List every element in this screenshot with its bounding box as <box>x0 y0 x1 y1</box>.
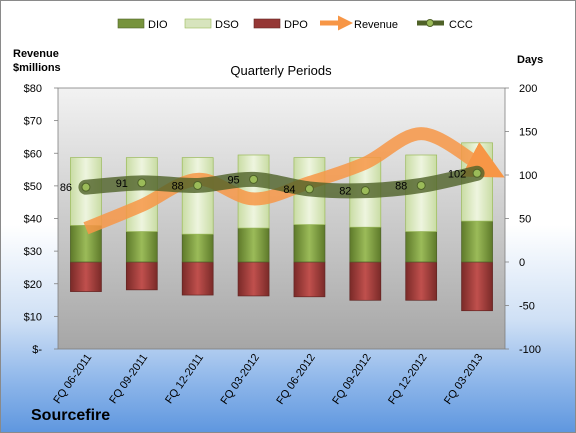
dio-bar <box>461 220 493 263</box>
right-tick-label: 100 <box>519 170 537 182</box>
company-name: Sourcefire <box>31 407 111 424</box>
category-label: FQ 12-2011 <box>163 352 206 406</box>
legend-label-dpo: DPO <box>284 19 308 31</box>
revenue-line <box>83 127 505 235</box>
ccc-data-label: 95 <box>227 174 239 186</box>
left-tick-label: $40 <box>24 214 42 226</box>
ccc-marker <box>137 178 147 188</box>
right-tick-label: 0 <box>519 257 525 269</box>
dpo-bar <box>70 261 102 292</box>
ccc-data-label: 84 <box>283 184 295 196</box>
ccc-line <box>78 165 485 199</box>
ccc-data-label: 91 <box>116 178 128 190</box>
ccc-data-label: 88 <box>172 180 184 192</box>
dio-bar <box>125 231 158 263</box>
left-tick-label: $30 <box>24 246 42 258</box>
ccc-data-label: 88 <box>395 180 407 192</box>
left-axis-label-line1: Revenue <box>13 48 59 60</box>
ccc-marker <box>81 182 91 192</box>
right-tick-label: -100 <box>519 344 541 356</box>
legend-swatch-dso <box>184 18 212 29</box>
dio-bar <box>405 231 438 263</box>
right-axis-label: Days <box>517 54 543 66</box>
dpo-bar <box>405 261 438 301</box>
right-tick-label: 200 <box>519 83 537 95</box>
dpo-bar <box>461 261 493 312</box>
ccc-data-label: 102 <box>448 168 466 180</box>
dpo-bar <box>293 261 326 298</box>
left-tick-label: $80 <box>24 83 42 95</box>
category-label: FQ 03-2013 <box>442 352 486 407</box>
legend-label-revenue: Revenue <box>354 19 398 31</box>
dpo-bar <box>125 261 158 291</box>
dpo-bar <box>349 261 382 301</box>
legend-label-dso: DSO <box>215 19 239 31</box>
left-tick-label: $10 <box>24 311 42 323</box>
chart-title: Quarterly Periods <box>230 63 332 78</box>
dso-bar <box>181 157 214 235</box>
category-label: FQ 12-2012 <box>386 352 430 407</box>
right-axis-ticks: -100 -50 0 50 100 150 200 <box>505 83 541 356</box>
ccc-marker <box>249 174 259 184</box>
ccc-marker <box>193 180 203 190</box>
category-label: FQ 09-2011 <box>107 352 150 406</box>
ccc-data-label: 86 <box>60 182 72 194</box>
left-axis-ticks: $- $10 $20 $30 $40 $50 $60 $70 $80 <box>24 83 58 356</box>
left-tick-label: $50 <box>24 181 42 193</box>
dio-bar <box>181 233 214 263</box>
dio-bar <box>349 226 382 263</box>
right-tick-label: 150 <box>519 127 537 139</box>
legend-swatch-ccc-marker <box>426 19 434 27</box>
legend-label-ccc: CCC <box>449 19 473 31</box>
ccc-marker <box>304 184 314 194</box>
dio-bar <box>293 224 326 263</box>
ccc-marker <box>360 186 370 196</box>
category-label: FQ 06-2012 <box>274 352 318 407</box>
left-tick-label: $60 <box>24 148 42 160</box>
ccc-data-label: 82 <box>339 186 351 198</box>
left-tick-label: $20 <box>24 279 42 291</box>
left-axis-label-line2: $millions <box>13 62 61 74</box>
dpo-bar <box>237 261 270 297</box>
right-tick-label: 50 <box>519 214 531 226</box>
ccc-marker <box>416 180 426 190</box>
dio-bar <box>70 225 102 263</box>
legend-swatch-dio <box>117 18 145 29</box>
category-label: FQ 06-2011 <box>51 352 94 406</box>
left-tick-label: $70 <box>24 116 42 128</box>
dpo-bar <box>181 261 214 296</box>
legend: DIO DSO DPO Revenue CCC <box>117 15 473 31</box>
legend-label-dio: DIO <box>148 19 168 31</box>
left-tick-label: $- <box>32 344 42 356</box>
dio-bar <box>237 227 270 263</box>
category-label: FQ 03-2012 <box>219 352 263 407</box>
right-tick-label: -50 <box>519 301 535 313</box>
ccc-marker <box>472 168 482 178</box>
legend-swatch-dpo <box>253 18 281 29</box>
category-labels: FQ 06-2011 FQ 09-2011 FQ 12-2011 FQ 03-2012… <box>51 352 485 407</box>
category-label: FQ 09-2012 <box>330 352 374 407</box>
lines-group: 86 91 88 95 84 82 88 102 <box>60 127 505 235</box>
